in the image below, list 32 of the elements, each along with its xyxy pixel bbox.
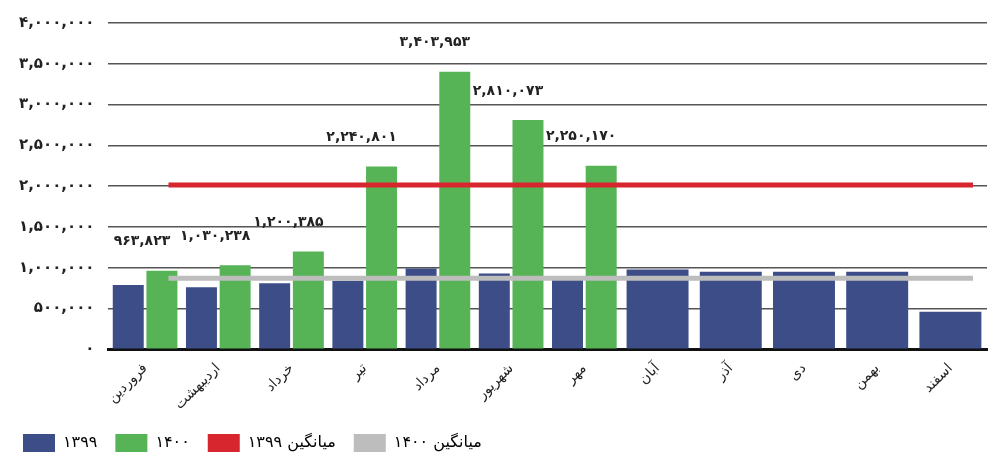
- y-tick-label: ۱,۰۰۰,۰۰۰: [19, 257, 95, 276]
- y-tick-label: ۰: [85, 339, 95, 358]
- legend-label: میانگین ۱۴۰۰: [393, 432, 482, 453]
- x-tick-label: اردیبهشت: [170, 359, 224, 413]
- x-tick-label: مهر: [561, 359, 590, 388]
- x-tick-label: مرداد: [408, 359, 444, 395]
- y-tick-label: ۲,۵۰۰,۰۰۰: [19, 135, 95, 154]
- legend-label: ۱۴۰۰: [155, 432, 190, 452]
- legend-label: ۱۳۹۹: [63, 432, 98, 452]
- x-tick-label: خرداد: [261, 359, 297, 395]
- x-tick-label: فروردین: [104, 359, 151, 407]
- y-tick-label: ۴,۰۰۰,۰۰۰: [19, 12, 95, 31]
- x-tick-label: اسفند: [919, 359, 956, 396]
- y-tick-label: ۳,۰۰۰,۰۰۰: [19, 94, 95, 113]
- x-tick-label: شهریور: [472, 359, 517, 404]
- data-label: ۹۶۳,۸۲۳: [113, 232, 171, 249]
- data-label: ۲,۸۱۰,۰۷۳: [472, 81, 544, 98]
- y-tick-label: ۲,۰۰۰,۰۰۰: [19, 176, 95, 195]
- data-label: ۳,۴۰۳,۹۵۳: [399, 33, 471, 50]
- x-tick-label: بهمن: [849, 359, 883, 393]
- data-label: ۱,۲۰۰,۳۸۵: [253, 213, 325, 230]
- y-tick-label: ۱,۵۰۰,۰۰۰: [19, 216, 95, 235]
- x-tick-label: آبان: [635, 358, 664, 387]
- y-tick-label: ۳,۵۰۰,۰۰۰: [19, 53, 95, 72]
- legend-label: میانگین ۱۳۹۹: [247, 432, 336, 453]
- x-tick-label: تیر: [346, 359, 371, 384]
- x-tick-label: دی: [785, 359, 809, 384]
- data-label: ۱,۰۳۰,۲۳۸: [179, 226, 251, 243]
- data-label: ۲,۲۵۰,۱۷۰: [545, 127, 617, 144]
- y-tick-label: ۵۰۰,۰۰۰: [33, 298, 95, 317]
- x-tick-label: آذر: [711, 358, 737, 385]
- data-label: ۲,۲۴۰,۸۰۱: [326, 128, 397, 145]
